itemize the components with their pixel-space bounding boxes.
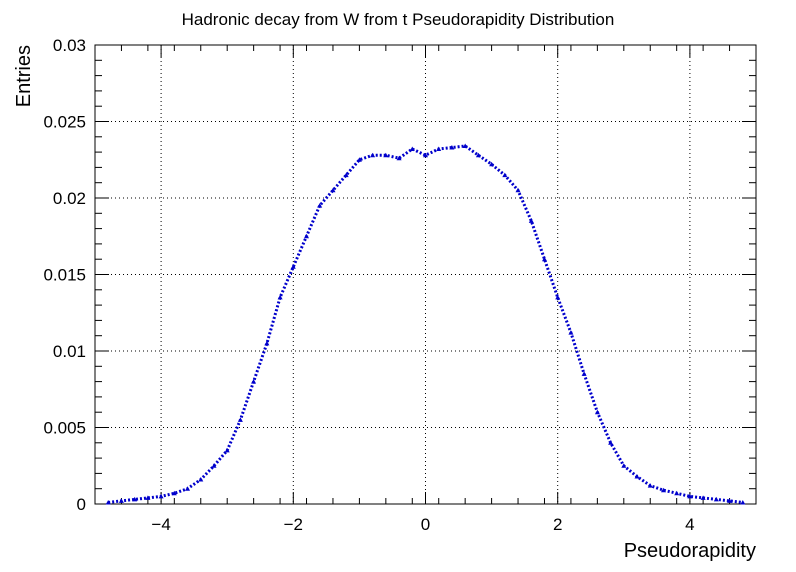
data-point [356, 157, 362, 162]
data-point [171, 490, 177, 496]
data-point [727, 498, 733, 503]
data-point [237, 417, 243, 422]
x-tick-label: −2 [284, 515, 303, 534]
data-point [317, 203, 323, 208]
data-point [502, 172, 508, 178]
data-point [290, 264, 296, 269]
data-point [224, 447, 230, 453]
y-tick-label: 0.015 [43, 266, 86, 285]
data-point [568, 330, 574, 335]
data-point [277, 294, 283, 300]
data-point [185, 486, 190, 491]
data-point [713, 496, 719, 502]
y-tick-labels: 0 0.005 0.01 0.015 0.02 0.025 0.03 [43, 36, 86, 514]
x-axis-label: Pseudorapidity [624, 540, 756, 562]
x-tick-label: −4 [151, 515, 170, 534]
data-point [132, 496, 138, 502]
data-point [383, 152, 389, 158]
x-tick-label: 2 [553, 515, 562, 534]
data-point [145, 495, 151, 500]
grid [95, 44, 756, 505]
data-point [330, 187, 336, 193]
data-point [251, 379, 257, 384]
series-markers [105, 143, 746, 505]
data-point [423, 152, 428, 158]
data-point [409, 146, 415, 151]
data-point [158, 493, 164, 499]
data-point [555, 294, 561, 300]
data-point [396, 155, 402, 161]
y-tick-label: 0.02 [53, 189, 86, 208]
data-point [370, 152, 376, 158]
data-point [211, 463, 217, 468]
data-point [581, 371, 587, 376]
data-point [105, 500, 111, 505]
data-point [198, 477, 204, 482]
data-point [740, 500, 746, 505]
data-point [528, 218, 534, 223]
y-tick-label: 0.03 [53, 36, 86, 55]
data-point [674, 490, 680, 496]
data-point [634, 474, 640, 479]
y-tick-label: 0.01 [53, 342, 86, 361]
data-point [700, 495, 706, 500]
data-point [475, 152, 481, 158]
data-point [489, 161, 495, 167]
data-point [264, 340, 270, 346]
data-point [661, 487, 666, 493]
chart-title: Hadronic decay from W from t Pseudorapid… [182, 10, 615, 29]
data-point [436, 146, 442, 151]
data-point [542, 256, 547, 262]
data-point [687, 493, 693, 499]
data-point [515, 187, 521, 193]
x-tick-label: 4 [685, 515, 694, 534]
y-tick-label: 0.005 [43, 419, 86, 438]
data-point [621, 463, 627, 468]
data-point [449, 145, 455, 150]
data-point [118, 498, 124, 503]
data-point [647, 483, 653, 488]
x-tick-labels: −4 −2 0 2 4 [151, 515, 694, 534]
x-tick-label: 0 [421, 515, 430, 534]
data-point [343, 172, 349, 178]
y-tick-label: 0.025 [43, 113, 86, 132]
data-point [304, 233, 309, 239]
axis-ticks [94, 44, 757, 505]
y-axis-label: Entries [13, 45, 35, 107]
data-point [594, 409, 600, 415]
data-point [462, 143, 468, 148]
data-point [608, 440, 614, 445]
y-tick-label: 0 [77, 495, 86, 514]
